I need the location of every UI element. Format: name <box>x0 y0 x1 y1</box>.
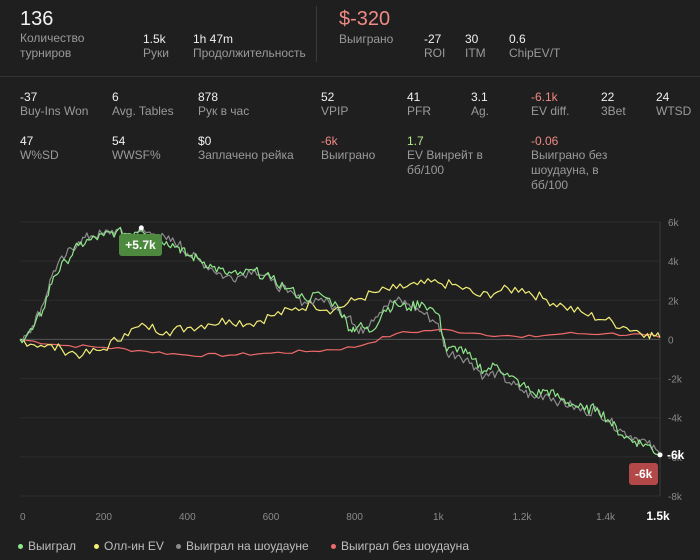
hands-per-hour-value: 878 <box>198 90 219 104</box>
ev-diff-value: -6.1k <box>531 90 558 104</box>
x-tick-label: 800 <box>346 512 363 523</box>
ev-winrate-label-line1: EV Винрейт в <box>407 148 483 162</box>
y-axis: 6k 4k 2k 0 -2k -4k -6k -8k <box>668 218 683 503</box>
y-tick-label: 2k <box>668 296 680 307</box>
ev-winrate-value: 1.7 <box>407 134 424 148</box>
pfr-value: 41 <box>407 90 421 104</box>
y-tick-label: 4k <box>668 257 680 268</box>
nonshowdown-value: -0.06 <box>531 134 559 148</box>
ev-winrate-label: EV Винрейт в бб/100 <box>407 148 517 178</box>
ag-label: Ag. <box>471 104 490 118</box>
threebet-value: 22 <box>601 90 615 104</box>
avg-tables-label: Avg. Tables <box>112 104 174 118</box>
y-tick-label: -8k <box>668 492 683 503</box>
x-tick-label: 1.5k <box>646 509 670 523</box>
x-tick-label: 0 <box>20 512 26 523</box>
wtsd-label: WTSD <box>656 104 692 118</box>
legend-allin-ev[interactable]: Олл-ин EV <box>94 539 164 553</box>
hands-value: 1.5k <box>143 32 166 46</box>
chipev-label: ChipEV/T <box>509 46 561 60</box>
y-tick-label: -4k <box>668 414 683 425</box>
x-tick-label: 200 <box>95 512 112 523</box>
hands-per-hour-label: Рук в час <box>198 104 250 118</box>
nonshowdown-label-line1: Выиграно без <box>531 148 608 162</box>
end-value-tag: -6k <box>629 462 659 485</box>
ag-value: 3.1 <box>471 90 488 104</box>
series-line-3 <box>19 328 661 358</box>
legend-nonshowdown-label: Выиграл без шоудауна <box>341 539 469 553</box>
legend-allin-ev-dot <box>94 544 99 550</box>
x-tick-label: 1.4k <box>596 512 616 523</box>
roi-label: ROI <box>424 46 446 60</box>
legend-won-label: Выиграл <box>28 539 77 553</box>
x-tick-label: 1k <box>433 512 445 523</box>
legend-showdown-dot <box>176 544 181 550</box>
vpip-label: VPIP <box>321 104 349 118</box>
buyins-won-value: -37 <box>20 90 38 104</box>
peak-value-tag: +5.7k <box>119 233 162 256</box>
hands-label: Руки <box>143 46 169 60</box>
won-value: -6k <box>321 134 338 148</box>
header-divider <box>316 6 317 62</box>
wwsf-label: WWSF% <box>112 148 161 162</box>
y-tick-label: 6k <box>668 218 680 229</box>
buyins-won-label: Buy-Ins Won <box>20 104 89 118</box>
x-tick-label: 600 <box>263 512 280 523</box>
x-tick-label: 1.2k <box>513 512 533 523</box>
itm-value: 30 <box>465 32 479 46</box>
rake-paid-value: $0 <box>198 134 212 148</box>
end-marker <box>657 452 663 458</box>
pfr-label: PFR <box>407 104 431 118</box>
duration-value: 1h 47m <box>193 32 234 46</box>
roi-value: -27 <box>424 32 442 46</box>
x-axis: 0 200 400 600 800 1k 1.2k 1.4k 1.5k <box>20 509 670 523</box>
bankroll-chart[interactable]: 6k 4k 2k 0 -2k -4k -6k -8k 0 200 400 600 800 1k 1.2k 1… <box>0 210 700 530</box>
ev-winrate-label-line2: бб/100 <box>407 163 445 177</box>
nonshowdown-label: Выиграно без шоудауна, в бб/100 <box>531 148 651 193</box>
legend-won-dot <box>18 544 23 550</box>
tournaments-count: 136 <box>20 8 54 30</box>
rake-paid-label: Заплачено рейка <box>198 148 294 162</box>
section-divider <box>0 76 700 77</box>
legend-nonshowdown[interactable]: Выиграл без шоудауна <box>331 539 469 553</box>
ev-diff-label: EV diff. <box>531 104 570 118</box>
wtsd-value: 24 <box>656 90 670 104</box>
won-total: $-320 <box>339 8 391 30</box>
nonshowdown-label-line2: шоудауна, в <box>531 163 599 177</box>
chipev-value: 0.6 <box>509 32 526 46</box>
x-tick-label: 400 <box>179 512 196 523</box>
y-tick-label: 0 <box>668 335 674 346</box>
current-value-label: -6k <box>667 448 685 462</box>
legend-nonshowdown-dot <box>331 544 336 550</box>
wwsf-value: 54 <box>112 134 126 148</box>
legend-showdown-label: Выиграл на шоудауне <box>186 539 309 553</box>
series-line-0 <box>19 226 661 456</box>
y-tick-label: -2k <box>668 375 683 386</box>
duration-label: Продолжительность <box>193 46 306 60</box>
series-line-1 <box>19 278 661 359</box>
avg-tables-value: 6 <box>112 90 119 104</box>
plot-area[interactable] <box>20 218 660 500</box>
itm-label: ITM <box>465 46 486 60</box>
wsd-value: 47 <box>20 134 34 148</box>
legend-showdown[interactable]: Выиграл на шоудауне <box>176 539 309 553</box>
chart-grid <box>20 221 661 497</box>
nonshowdown-label-line3: бб/100 <box>531 178 569 192</box>
chart-series <box>19 226 661 456</box>
tournaments-label: Количество турниров <box>20 31 85 60</box>
legend-allin-ev-label: Олл-ин EV <box>104 539 164 553</box>
legend-won[interactable]: Выиграл <box>18 539 76 553</box>
vpip-value: 52 <box>321 90 335 104</box>
peak-marker <box>138 225 144 231</box>
wsd-label: W%SD <box>20 148 59 162</box>
threebet-label: 3Bet <box>601 104 626 118</box>
chart-markers: -6k <box>138 225 685 462</box>
won-stat-label: Выиграно <box>321 148 376 162</box>
y-tick-label: -6k <box>668 453 683 464</box>
won-label: Выиграно <box>339 32 394 46</box>
